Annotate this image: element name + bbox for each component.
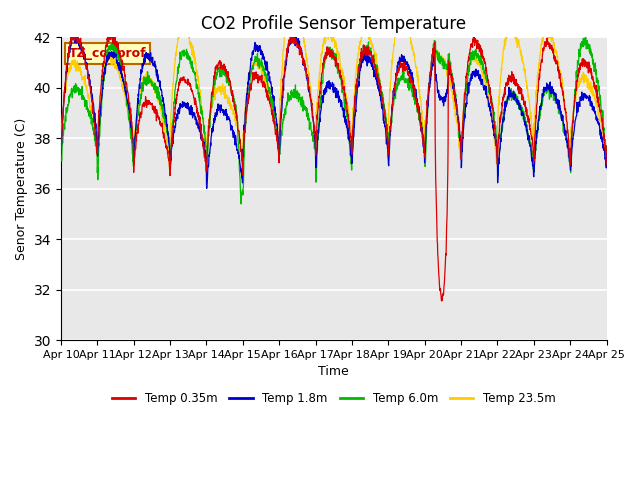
- Y-axis label: Senor Temperature (C): Senor Temperature (C): [15, 118, 28, 260]
- Legend: Temp 0.35m, Temp 1.8m, Temp 6.0m, Temp 23.5m: Temp 0.35m, Temp 1.8m, Temp 6.0m, Temp 2…: [107, 387, 561, 410]
- Title: CO2 Profile Sensor Temperature: CO2 Profile Sensor Temperature: [201, 15, 467, 33]
- X-axis label: Time: Time: [318, 365, 349, 378]
- Text: TZ_co2prof: TZ_co2prof: [69, 47, 147, 60]
